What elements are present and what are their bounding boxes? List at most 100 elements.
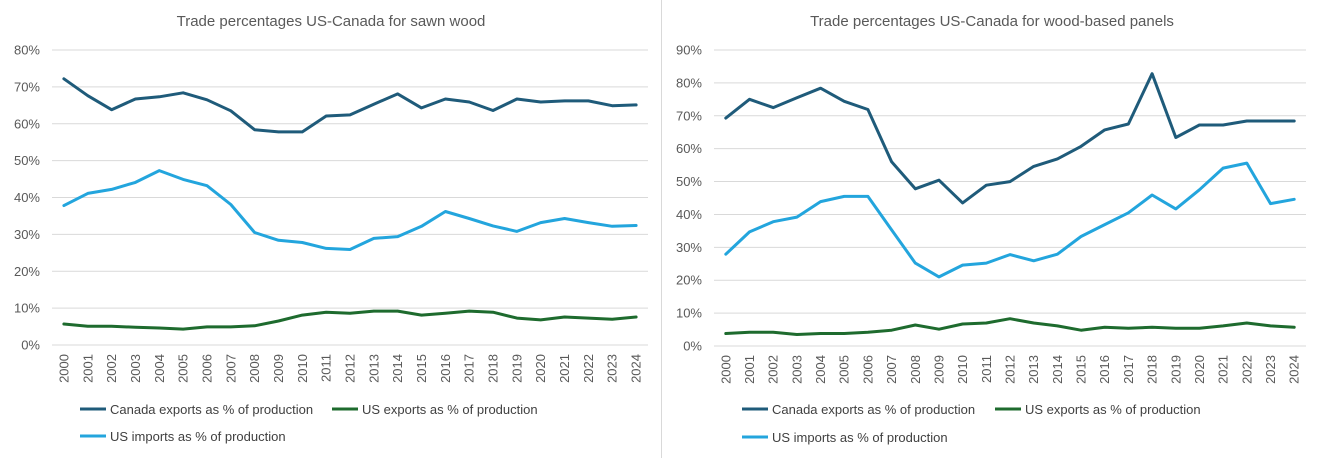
data-point <box>1174 207 1177 211</box>
data-point <box>491 109 495 112</box>
data-point <box>748 230 751 234</box>
data-point <box>914 187 917 190</box>
data-point <box>937 275 941 279</box>
data-point <box>1008 317 1012 320</box>
x-tick-label: 2008 <box>908 355 923 384</box>
y-tick-label: 0% <box>683 339 702 354</box>
data-point <box>961 263 964 267</box>
data-point <box>515 316 519 320</box>
y-tick-label: 60% <box>14 116 40 131</box>
data-point <box>348 248 352 251</box>
y-tick-label: 10% <box>14 301 40 316</box>
data-point <box>795 333 799 336</box>
chart-title: Trade percentages US-Canada for sawn woo… <box>177 13 486 30</box>
data-point <box>611 225 614 228</box>
data-point <box>843 100 846 103</box>
chart-title: Trade percentages US-Canada for wood-bas… <box>810 13 1174 30</box>
x-tick-label: 2022 <box>581 354 596 383</box>
x-tick-label: 2011 <box>319 354 334 382</box>
data-point <box>372 309 376 313</box>
x-tick-label: 2019 <box>1168 355 1183 384</box>
data-point <box>491 224 495 228</box>
x-tick-label: 2014 <box>1050 355 1065 384</box>
legend-label: US exports as % of production <box>362 402 538 417</box>
legend-label: Canada exports as % of production <box>110 402 313 417</box>
x-tick-label: 2018 <box>486 354 501 383</box>
series-line <box>62 169 638 251</box>
y-tick-label: 20% <box>14 264 40 279</box>
y-tick-label: 40% <box>14 190 40 205</box>
data-point <box>1198 188 1201 191</box>
data-point <box>1127 122 1130 126</box>
x-tick-label: 2001 <box>742 355 757 384</box>
data-point <box>1032 259 1035 263</box>
x-tick-label: 2003 <box>128 354 143 383</box>
data-point <box>205 184 209 187</box>
data-point <box>1198 327 1201 330</box>
data-point <box>253 324 256 328</box>
data-point <box>1221 123 1225 127</box>
data-point <box>396 92 399 96</box>
data-point <box>563 217 566 220</box>
data-point <box>444 210 447 213</box>
data-point <box>301 130 304 134</box>
chart-wood-based-panels: Trade percentages US-Canada for wood-bas… <box>676 13 1306 445</box>
data-point <box>772 220 775 223</box>
x-tick-label: 2008 <box>247 354 262 383</box>
data-point <box>468 217 471 220</box>
y-tick-label: 80% <box>676 75 702 90</box>
data-point <box>181 178 185 181</box>
x-tick-label: 2007 <box>884 355 899 384</box>
x-tick-label: 2010 <box>295 354 310 383</box>
data-point <box>1269 324 1272 328</box>
data-point <box>611 104 614 107</box>
x-tick-label: 2023 <box>1263 355 1278 384</box>
x-tick-label: 2022 <box>1239 355 1254 384</box>
x-tick-label: 2014 <box>390 354 405 383</box>
data-point <box>1198 123 1201 127</box>
data-point <box>866 195 870 198</box>
data-point <box>937 328 941 331</box>
y-tick-label: 40% <box>676 207 702 222</box>
x-tick-label: 2018 <box>1145 355 1160 384</box>
x-tick-label: 2024 <box>629 354 644 383</box>
data-point <box>134 97 137 101</box>
data-point <box>229 203 232 206</box>
x-tick-label: 2012 <box>1003 355 1018 384</box>
data-point <box>348 113 352 117</box>
data-point <box>1127 211 1130 214</box>
data-point <box>914 261 917 265</box>
data-point <box>1292 326 1296 329</box>
data-point <box>253 128 256 131</box>
data-point <box>748 330 751 334</box>
data-point <box>772 106 775 109</box>
data-point <box>1032 165 1035 168</box>
data-point <box>819 86 822 90</box>
data-point <box>1056 253 1059 256</box>
x-tick-label: 2024 <box>1287 355 1302 384</box>
y-tick-label: 50% <box>676 174 702 189</box>
data-point <box>1150 72 1154 75</box>
data-point <box>1103 326 1106 329</box>
data-point <box>110 324 113 328</box>
data-point <box>110 188 113 191</box>
data-point <box>961 201 964 205</box>
data-point <box>985 321 988 325</box>
data-point <box>914 323 917 327</box>
data-point <box>181 91 185 94</box>
series-line <box>724 72 1296 205</box>
x-tick-label: 2012 <box>343 354 358 383</box>
data-point <box>277 130 280 134</box>
data-point <box>890 160 893 164</box>
data-point <box>62 77 66 80</box>
data-point <box>1245 119 1248 123</box>
data-point <box>396 235 399 238</box>
y-tick-label: 10% <box>676 306 702 321</box>
data-point <box>1174 136 1177 139</box>
data-point <box>1269 202 1272 205</box>
data-point <box>1221 324 1225 328</box>
chart-panel-sawn-wood: Trade percentages US-Canada for sawn woo… <box>13 0 662 458</box>
data-point <box>420 106 423 110</box>
data-point <box>324 114 328 118</box>
x-tick-label: 2005 <box>176 354 191 383</box>
